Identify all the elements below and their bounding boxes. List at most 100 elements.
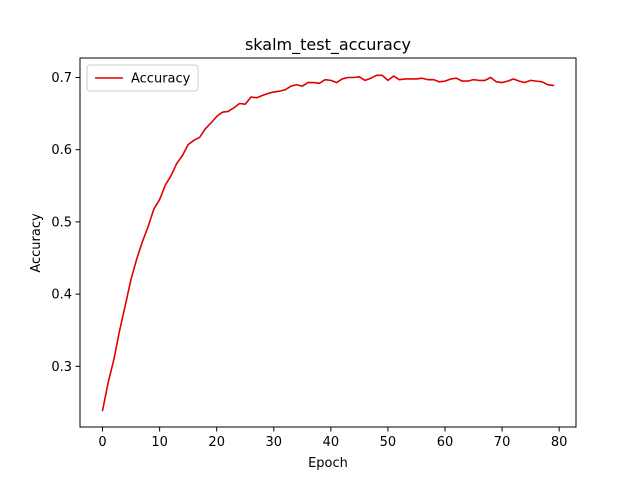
- data-point: [553, 85, 555, 87]
- data-point: [353, 77, 355, 79]
- data-point: [518, 80, 520, 82]
- data-point: [439, 81, 441, 83]
- data-point: [484, 80, 486, 82]
- x-tick-label: 60: [437, 435, 454, 450]
- data-point: [222, 111, 224, 113]
- data-point: [233, 107, 235, 109]
- axes: 0 10 20 30 40 50 60 70 80 0.3 0.4 0.5 0.6 0.7: [51, 57, 577, 450]
- data-point: [376, 75, 378, 77]
- data-point: [467, 80, 469, 82]
- data-point: [290, 85, 292, 87]
- data-point: [239, 103, 241, 105]
- data-point: [147, 225, 149, 227]
- legend: Accuracy: [86, 64, 199, 92]
- x-axis-label: Epoch: [308, 456, 348, 471]
- data-point: [501, 82, 503, 84]
- data-point: [113, 358, 115, 360]
- data-point: [347, 77, 349, 79]
- y-axis-label: Accuracy: [29, 213, 44, 273]
- data-point: [284, 89, 286, 91]
- data-point: [530, 80, 532, 82]
- x-tick-label: 50: [380, 435, 397, 450]
- data-point: [399, 79, 401, 81]
- data-point: [541, 81, 543, 83]
- data-point: [136, 258, 138, 260]
- data-point: [473, 79, 475, 81]
- data-point: [336, 82, 338, 84]
- data-point: [216, 116, 218, 118]
- data-point: [256, 97, 258, 99]
- y-tick-label: 0.4: [51, 288, 72, 303]
- data-point: [319, 82, 321, 84]
- data-point: [170, 175, 172, 177]
- data-point: [267, 93, 269, 95]
- data-point: [421, 77, 423, 79]
- data-point: [450, 78, 452, 80]
- data-point: [381, 75, 383, 77]
- legend-label: Accuracy: [131, 72, 191, 87]
- x-tick-label: 70: [494, 435, 511, 450]
- legend-box: [86, 64, 199, 92]
- y-tick-label: 0.7: [51, 71, 72, 86]
- data-point: [187, 144, 189, 146]
- chart-title: skalm_test_accuracy: [245, 35, 411, 55]
- data-point: [307, 82, 309, 84]
- series-line-accuracy: [101, 74, 555, 412]
- data-point: [244, 103, 246, 105]
- data-point: [359, 76, 361, 78]
- y-tick-label: 0.6: [51, 143, 72, 158]
- data-point: [427, 79, 429, 81]
- data-point: [444, 80, 446, 82]
- data-point: [125, 304, 127, 306]
- data-point: [547, 84, 549, 86]
- data-point: [199, 137, 201, 139]
- data-point: [107, 381, 109, 383]
- data-point: [496, 81, 498, 83]
- data-point: [404, 78, 406, 80]
- data-point: [176, 163, 178, 165]
- y-tick-label: 0.5: [51, 215, 72, 230]
- data-point: [227, 111, 229, 113]
- data-point: [193, 140, 195, 142]
- data-point: [102, 410, 104, 412]
- data-point: [370, 77, 372, 79]
- x-tick-label: 80: [551, 435, 568, 450]
- plot-area: [101, 74, 555, 412]
- data-point: [341, 78, 343, 80]
- data-point: [296, 84, 298, 86]
- x-tick-label: 20: [208, 435, 225, 450]
- data-point: [393, 75, 395, 77]
- data-point: [524, 82, 526, 84]
- data-point: [153, 208, 155, 210]
- data-point: [330, 80, 332, 82]
- data-point: [416, 78, 418, 80]
- data-point: [536, 80, 538, 82]
- data-point: [507, 80, 509, 82]
- data-point: [302, 85, 304, 87]
- data-point: [119, 329, 121, 331]
- data-point: [364, 80, 366, 82]
- data-point: [324, 79, 326, 81]
- data-point: [456, 77, 458, 79]
- data-point: [182, 155, 184, 157]
- data-point: [159, 199, 161, 201]
- data-point: [279, 90, 281, 92]
- data-point: [142, 241, 144, 243]
- data-point: [262, 95, 264, 97]
- data-point: [433, 79, 435, 81]
- x-tick-label: 0: [98, 435, 106, 450]
- data-point: [478, 80, 480, 82]
- y-tick-label: 0.3: [51, 360, 72, 375]
- data-point: [250, 96, 252, 98]
- data-point: [130, 278, 132, 280]
- x-tick-label: 10: [151, 435, 168, 450]
- data-point: [165, 184, 167, 186]
- data-point: [410, 78, 412, 80]
- data-point: [490, 77, 492, 79]
- axes-frame: [79, 57, 577, 428]
- data-point: [204, 128, 206, 130]
- data-point: [313, 82, 315, 84]
- data-point: [387, 80, 389, 82]
- data-point: [461, 80, 463, 82]
